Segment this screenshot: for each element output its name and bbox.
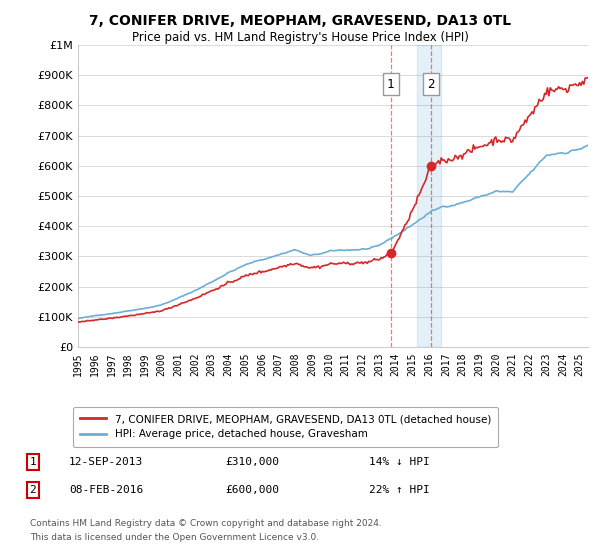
- Text: 2: 2: [427, 78, 434, 91]
- Text: 1: 1: [29, 457, 37, 467]
- Text: 14% ↓ HPI: 14% ↓ HPI: [369, 457, 430, 467]
- Text: £310,000: £310,000: [225, 457, 279, 467]
- Text: 08-FEB-2016: 08-FEB-2016: [69, 485, 143, 495]
- Text: 7, CONIFER DRIVE, MEOPHAM, GRAVESEND, DA13 0TL: 7, CONIFER DRIVE, MEOPHAM, GRAVESEND, DA…: [89, 14, 511, 28]
- Text: This data is licensed under the Open Government Licence v3.0.: This data is licensed under the Open Gov…: [30, 533, 319, 542]
- Bar: [418, 45, 441, 347]
- Text: 22% ↑ HPI: 22% ↑ HPI: [369, 485, 430, 495]
- Text: Contains HM Land Registry data © Crown copyright and database right 2024.: Contains HM Land Registry data © Crown c…: [30, 519, 382, 528]
- Text: 12-SEP-2013: 12-SEP-2013: [69, 457, 143, 467]
- Text: £600,000: £600,000: [225, 485, 279, 495]
- Legend: 7, CONIFER DRIVE, MEOPHAM, GRAVESEND, DA13 0TL (detached house), HPI: Average pr: 7, CONIFER DRIVE, MEOPHAM, GRAVESEND, DA…: [73, 407, 499, 447]
- Text: 1: 1: [387, 78, 394, 91]
- Text: Price paid vs. HM Land Registry's House Price Index (HPI): Price paid vs. HM Land Registry's House …: [131, 31, 469, 44]
- Text: 2: 2: [29, 485, 37, 495]
